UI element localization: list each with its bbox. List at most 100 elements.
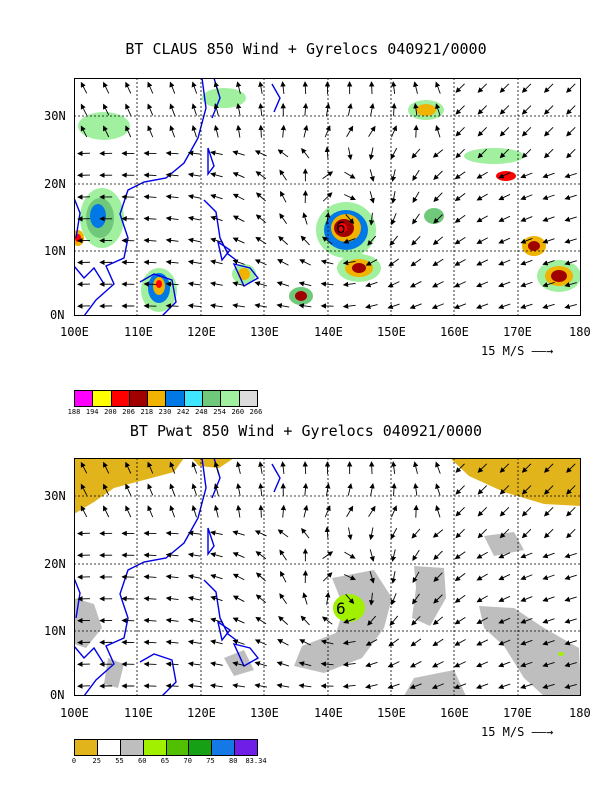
wind-arrow (454, 661, 466, 668)
wind-arrow (543, 485, 554, 495)
wind-arrow (477, 528, 488, 539)
wind-arrow (213, 461, 219, 474)
wind-arrow (432, 661, 444, 668)
xtick-110e: 110E (124, 325, 153, 339)
wind-arrow (564, 552, 577, 559)
wind-arrow (343, 618, 356, 624)
wind-arrow (521, 127, 532, 137)
wind-arrow (210, 193, 223, 200)
wind-arrow (210, 661, 223, 667)
wind-arrow (542, 303, 555, 310)
wind-arrow (368, 147, 375, 161)
wind-arrow (365, 661, 378, 668)
wind-arrow (80, 103, 88, 116)
wind-arrow (210, 281, 223, 287)
wind-arrow (298, 661, 312, 667)
pwat-wind-map: 6 (74, 458, 581, 696)
wind-arrow (187, 595, 201, 602)
wind-arrow (320, 281, 334, 287)
wind-arrow (387, 303, 400, 310)
wind-arrow (232, 150, 245, 156)
wind-arrow (143, 552, 157, 558)
wind-arrow (477, 463, 488, 473)
wind-arrow (299, 639, 311, 646)
wind-arrow (431, 303, 444, 310)
wind-arrow (320, 259, 334, 265)
colorbar-label: 266 (249, 408, 263, 416)
wind-arrow (191, 81, 198, 94)
wind-arrow (324, 526, 331, 540)
wind-arrow (566, 83, 576, 93)
wind-arrow (210, 573, 223, 580)
wind-arrow (322, 572, 333, 582)
wind-arrow (232, 573, 245, 581)
wind-arrow (187, 552, 201, 558)
wind-arrow (498, 595, 511, 602)
wind-arrow (258, 124, 264, 138)
wind-arrow (564, 172, 577, 179)
wind-arrow (147, 125, 154, 138)
wind-arrow (165, 639, 179, 645)
wind-arrow (210, 237, 223, 243)
wind-arrow (258, 482, 264, 496)
wind-arrow (210, 530, 223, 536)
wind-arrow (476, 661, 489, 668)
wind-arrow (564, 683, 577, 690)
xtick-130e-2: 130E (250, 706, 279, 720)
wind-arrow (344, 551, 356, 559)
wind-arrow (320, 639, 334, 645)
wind-arrow (187, 172, 201, 178)
wind-arrow (368, 125, 376, 137)
wind-arrow (391, 505, 397, 518)
xtick-110e-2: 110E (124, 706, 153, 720)
wind-arrow (232, 193, 245, 201)
wind-arrow (391, 461, 397, 475)
pwat-colorbar (74, 739, 258, 756)
coastlines (74, 458, 281, 696)
wind-arrow (369, 81, 375, 95)
colorbar-label: 260 (231, 408, 245, 416)
wind-arrow (143, 237, 157, 244)
reference-vector-label-2: 15 M/S ——→ (481, 725, 554, 739)
wind-arrow (277, 639, 289, 646)
wind-arrow (391, 482, 397, 496)
wind-arrow (169, 483, 176, 496)
wind-arrow (542, 281, 555, 288)
wind-arrow (279, 593, 288, 604)
wind-arrow (413, 482, 419, 496)
pwat-colorbar-labels: 0 25 55 60 65 70 75 80 83.34 (72, 757, 267, 767)
wind-arrow (412, 593, 420, 605)
wind-arrow (322, 551, 334, 560)
wind-arrow (232, 303, 245, 309)
colorbar-label: 218 (140, 408, 154, 416)
wind-arrow (454, 259, 466, 266)
xtick-140e: 140E (314, 325, 343, 339)
wind-arrow (342, 661, 356, 668)
wind-arrow (342, 683, 356, 689)
colorbar-swatch (120, 740, 144, 755)
wind-arrow (498, 172, 511, 179)
wind-arrow (302, 212, 308, 225)
wind-arrow (298, 281, 312, 287)
wind-arrow (169, 125, 176, 138)
wind-arrow (564, 194, 577, 201)
wind-arrow (499, 528, 510, 539)
wind-arrow (566, 148, 576, 159)
wind-arrow (564, 662, 577, 668)
wind-arrow (143, 172, 157, 178)
wind-arrow (191, 103, 197, 116)
colorbar-swatch (75, 391, 94, 406)
xtick-150e: 150E (377, 325, 406, 339)
wind-arrow (391, 102, 397, 116)
wind-arrow (454, 551, 466, 560)
wind-arrow (499, 485, 510, 495)
wind-arrow (455, 83, 465, 93)
wind-arrow (477, 105, 488, 115)
wind-arrow (369, 483, 375, 496)
wind-arrow (143, 281, 157, 287)
colorbar-label: 254 (213, 408, 226, 416)
wind-arrow (435, 483, 441, 496)
wind-arrow (210, 150, 223, 156)
wind-arrow (147, 483, 154, 496)
xtick-170e-2: 170E (503, 706, 532, 720)
